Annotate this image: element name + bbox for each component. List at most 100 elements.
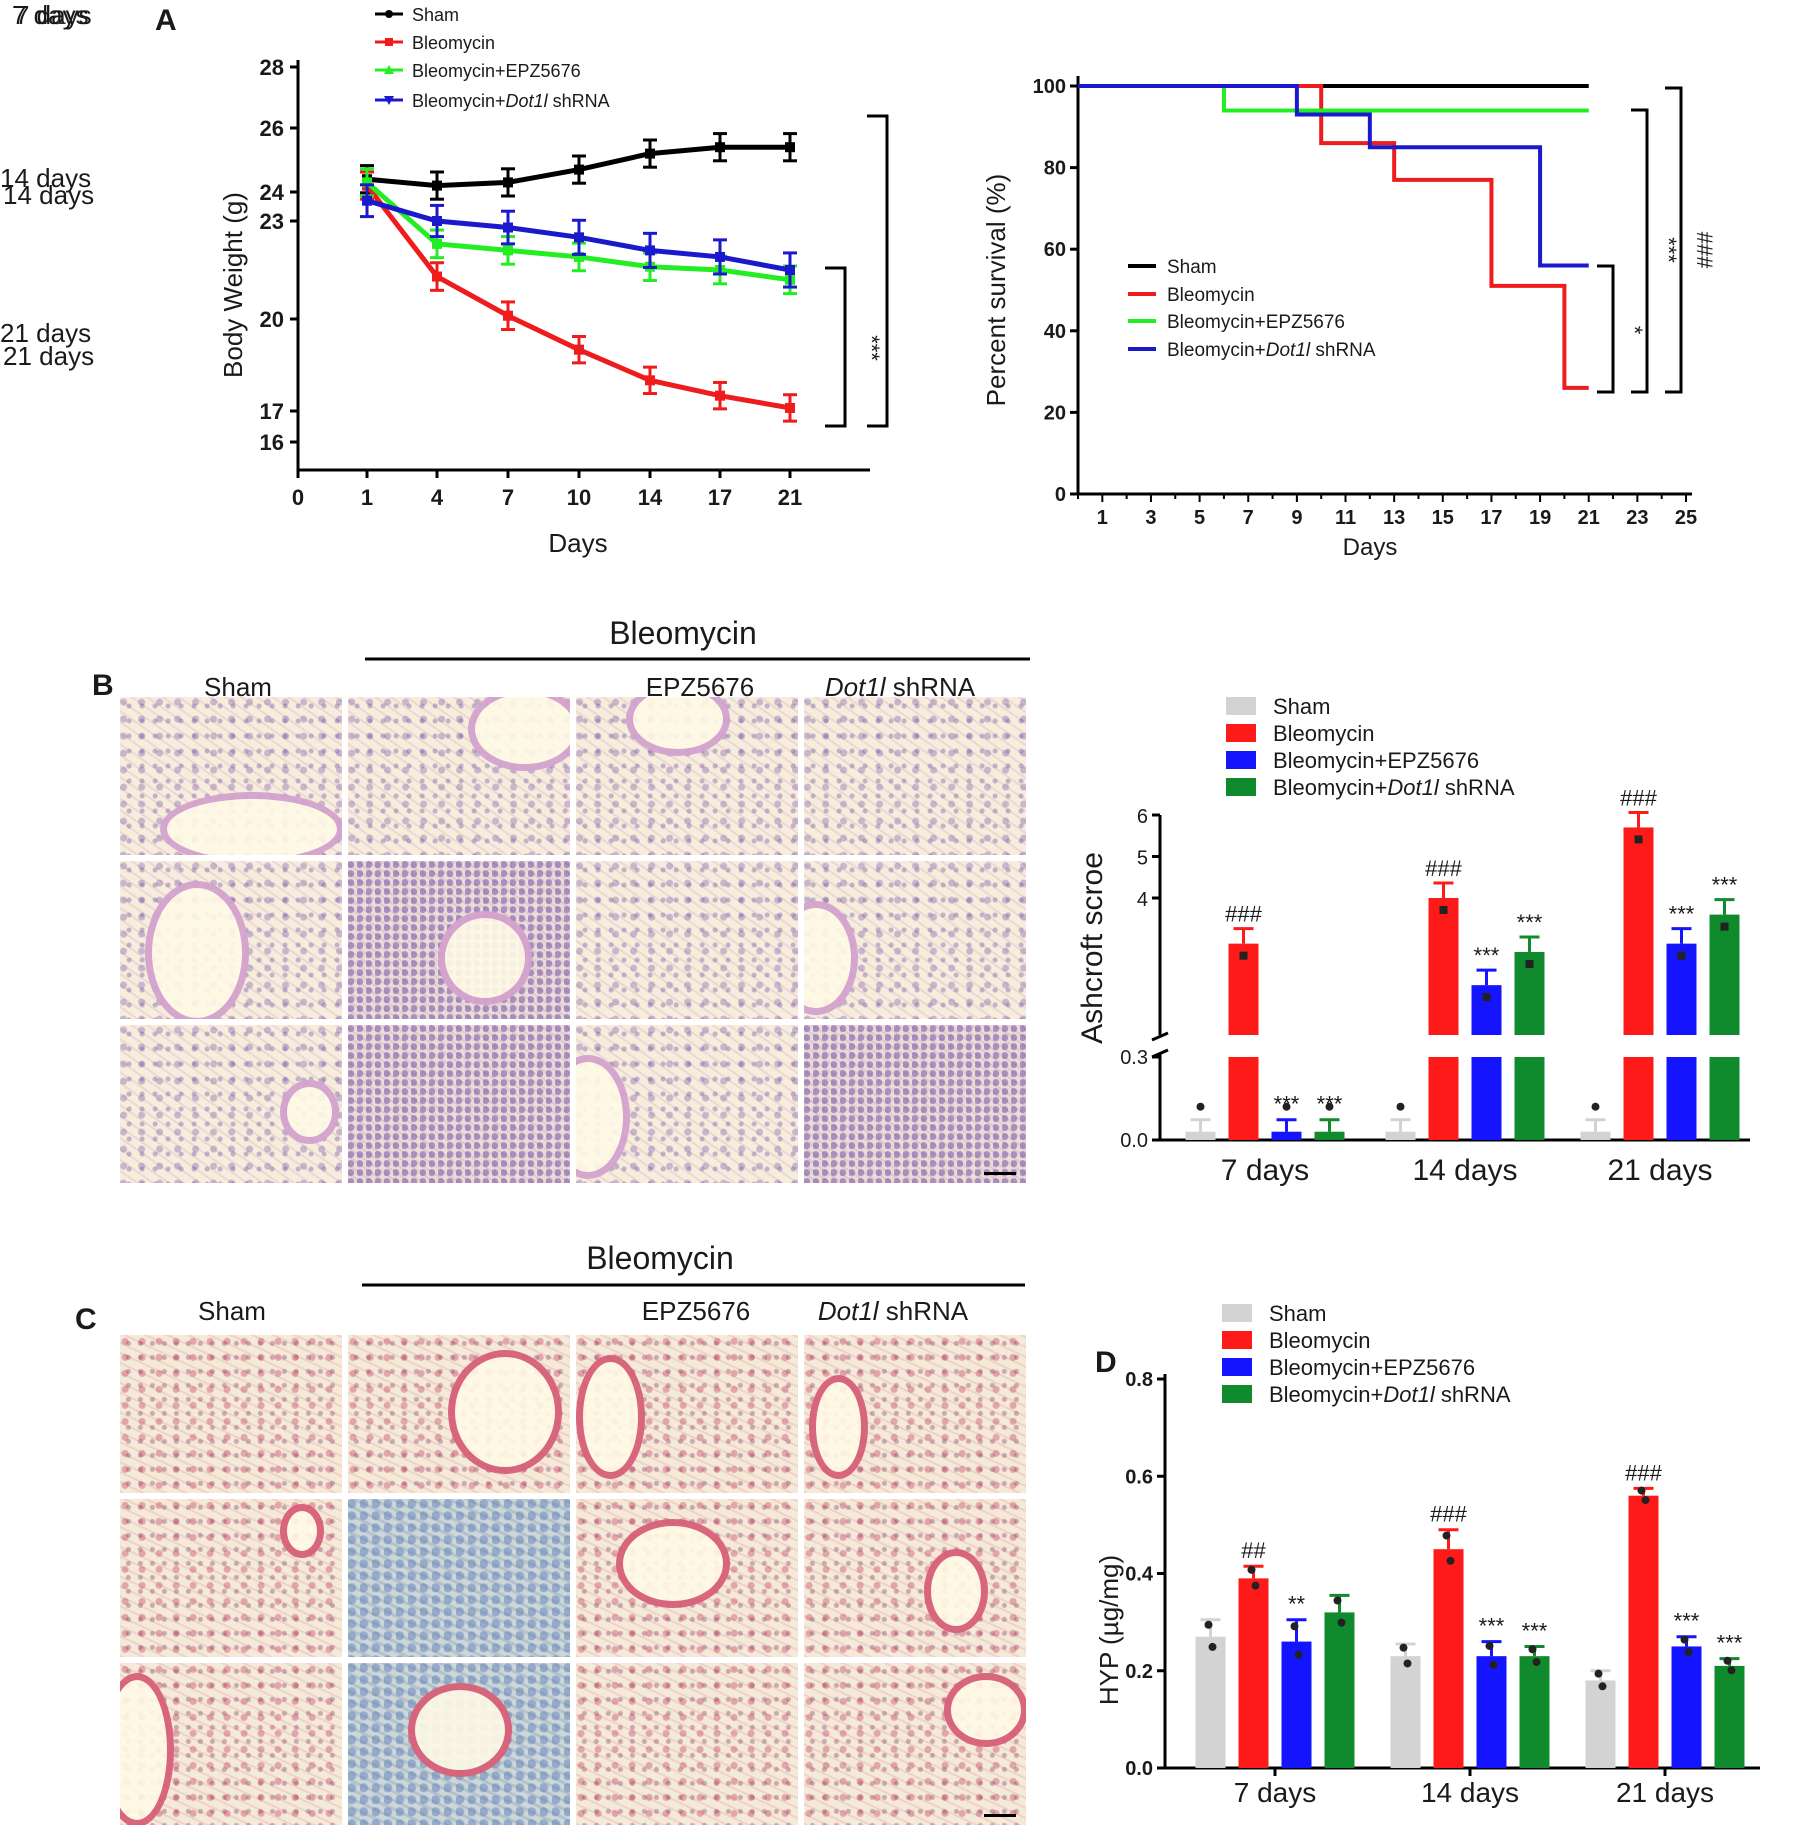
hyp-point bbox=[1337, 1618, 1346, 1627]
ash-sig-label: *** bbox=[1669, 902, 1695, 927]
ash-point bbox=[1525, 959, 1534, 968]
ash-bar bbox=[1185, 1131, 1216, 1140]
ash-sig-label: *** bbox=[1474, 943, 1500, 968]
masson-dot1l-7d bbox=[804, 1335, 1026, 1493]
data-point bbox=[645, 245, 655, 256]
masson-bleo-7d bbox=[348, 1335, 570, 1493]
b-row-14: 14 days bbox=[0, 163, 92, 193]
hyp-category-label: 21 days bbox=[1616, 1777, 1714, 1808]
hyp-bar bbox=[1476, 1656, 1507, 1768]
hyp-point bbox=[1247, 1565, 1256, 1574]
hyp-point bbox=[1723, 1656, 1732, 1665]
hyp-bar bbox=[1585, 1680, 1616, 1768]
ash-point bbox=[1677, 951, 1686, 960]
legend2-sham: Sham bbox=[1167, 257, 1217, 278]
y-tick-label: 16 bbox=[260, 430, 284, 455]
ash-sig-label: ### bbox=[1620, 785, 1657, 810]
c-col-epz: EPZ5676 bbox=[642, 1296, 750, 1326]
hyp-point bbox=[1684, 1648, 1693, 1657]
surv-x-tick-label: 17 bbox=[1480, 507, 1502, 529]
hyp-point bbox=[1446, 1556, 1455, 1565]
data-point bbox=[362, 177, 372, 188]
ash-bar bbox=[1314, 1131, 1345, 1140]
hyp-y-tick-label: 0.8 bbox=[1125, 1369, 1153, 1391]
he-sham-7d bbox=[120, 697, 342, 855]
he-dot1l-14d bbox=[804, 861, 1026, 1019]
hyp-point bbox=[1727, 1666, 1736, 1675]
x-tick-label: 1 bbox=[361, 485, 373, 510]
legendd-epz: Bleomycin+EPZ5676 bbox=[1269, 1355, 1475, 1380]
panel-letter-c: C bbox=[75, 1303, 97, 1335]
x-tick-label: 21 bbox=[778, 485, 802, 510]
ash-y-tick-label: 4 bbox=[1137, 889, 1148, 911]
hyp-point bbox=[1489, 1660, 1498, 1669]
hyp-point bbox=[1204, 1620, 1213, 1629]
surv-x-tick-label: 11 bbox=[1335, 507, 1356, 529]
ashcroft-y-label: Ashcroft scroe bbox=[1076, 852, 1109, 1044]
hyp-bar bbox=[1238, 1578, 1269, 1768]
ash-point bbox=[1482, 993, 1491, 1002]
hyp-sig-label: ### bbox=[1625, 1460, 1662, 1485]
hyp-bar bbox=[1195, 1636, 1226, 1768]
surv-y-tick-label: 60 bbox=[1044, 239, 1066, 261]
data-point bbox=[503, 177, 513, 188]
hyp-bar bbox=[1433, 1549, 1464, 1768]
ash-bar-lower bbox=[1428, 1057, 1459, 1140]
survival-curve-3 bbox=[1078, 84, 1589, 268]
hyp-point bbox=[1399, 1643, 1408, 1652]
surv-x-tick-label: 25 bbox=[1675, 507, 1697, 529]
bracket-inner bbox=[825, 266, 847, 428]
data-point bbox=[432, 216, 442, 226]
he-bleo-14d bbox=[348, 861, 570, 1019]
survival-x-label: Days bbox=[1343, 534, 1398, 561]
masson-image-grid bbox=[120, 1335, 1026, 1825]
y-tick-label: 28 bbox=[260, 55, 284, 80]
x-tick-label: 17 bbox=[708, 485, 732, 510]
hyp-sig-label: ## bbox=[1241, 1538, 1266, 1563]
legendb-dot1l: Bleomycin+Dot1l shRNA bbox=[1273, 775, 1515, 800]
legendb-sham: Sham bbox=[1273, 694, 1330, 719]
hyp-sig-label: *** bbox=[1479, 1614, 1505, 1639]
legend-d: Sham Bleomycin Bleomycin+EPZ5676 Bleomyc… bbox=[1222, 1301, 1511, 1407]
data-point bbox=[503, 245, 513, 256]
ash-point bbox=[1239, 951, 1248, 960]
hyp-point bbox=[1208, 1642, 1217, 1651]
hyp-category-label: 14 days bbox=[1421, 1777, 1519, 1808]
he-dot1l-21d bbox=[804, 1025, 1026, 1183]
data-point bbox=[432, 271, 442, 282]
hyp-sig-label: ** bbox=[1288, 1592, 1306, 1617]
he-sham-14d bbox=[120, 861, 342, 1019]
y-tick-label: 17 bbox=[260, 399, 284, 424]
hyp-y-tick-label: 0.2 bbox=[1125, 1661, 1153, 1683]
hyp-point bbox=[1403, 1659, 1412, 1668]
legend2-bleomycin: Bleomycin bbox=[1167, 285, 1255, 306]
hyp-category-label: 7 days bbox=[1234, 1777, 1317, 1808]
y-tick-label: 26 bbox=[260, 116, 284, 141]
ash-y-tick-label: 6 bbox=[1137, 806, 1148, 828]
masson-bleo-21d bbox=[348, 1663, 570, 1825]
hyp-point bbox=[1251, 1581, 1260, 1590]
hyp-bar bbox=[1324, 1612, 1355, 1768]
ash-point bbox=[1439, 906, 1448, 914]
hyp-point bbox=[1680, 1635, 1689, 1644]
data-point bbox=[362, 195, 372, 206]
ash-point bbox=[1325, 1102, 1334, 1111]
data-point bbox=[432, 238, 442, 249]
ash-bar bbox=[1428, 898, 1459, 1035]
legend-dot1l: Bleomycin+Dot1l shRNA bbox=[412, 91, 610, 111]
surv-y-tick-label: 100 bbox=[1033, 76, 1066, 98]
sig-survival-1: * bbox=[1622, 326, 1647, 335]
y-tick-label: 23 bbox=[260, 209, 284, 234]
hyp-bar bbox=[1628, 1495, 1659, 1768]
data-point bbox=[574, 232, 584, 243]
legend2-epz: Bleomycin+EPZ5676 bbox=[1167, 312, 1345, 333]
data-point bbox=[785, 265, 795, 275]
ash-point bbox=[1634, 835, 1643, 844]
panel-c-header: Bleomycin C Sham EPZ5676 Dot1l shRNA bbox=[75, 1240, 1025, 1335]
ash-bar bbox=[1623, 827, 1654, 1035]
hyp-sig-label: *** bbox=[1674, 1609, 1700, 1634]
hyp-point bbox=[1485, 1641, 1494, 1650]
masson-sham-21d bbox=[120, 1663, 342, 1825]
b-row-21: 21 days bbox=[0, 318, 92, 348]
y-tick-label: 24 bbox=[260, 180, 285, 205]
